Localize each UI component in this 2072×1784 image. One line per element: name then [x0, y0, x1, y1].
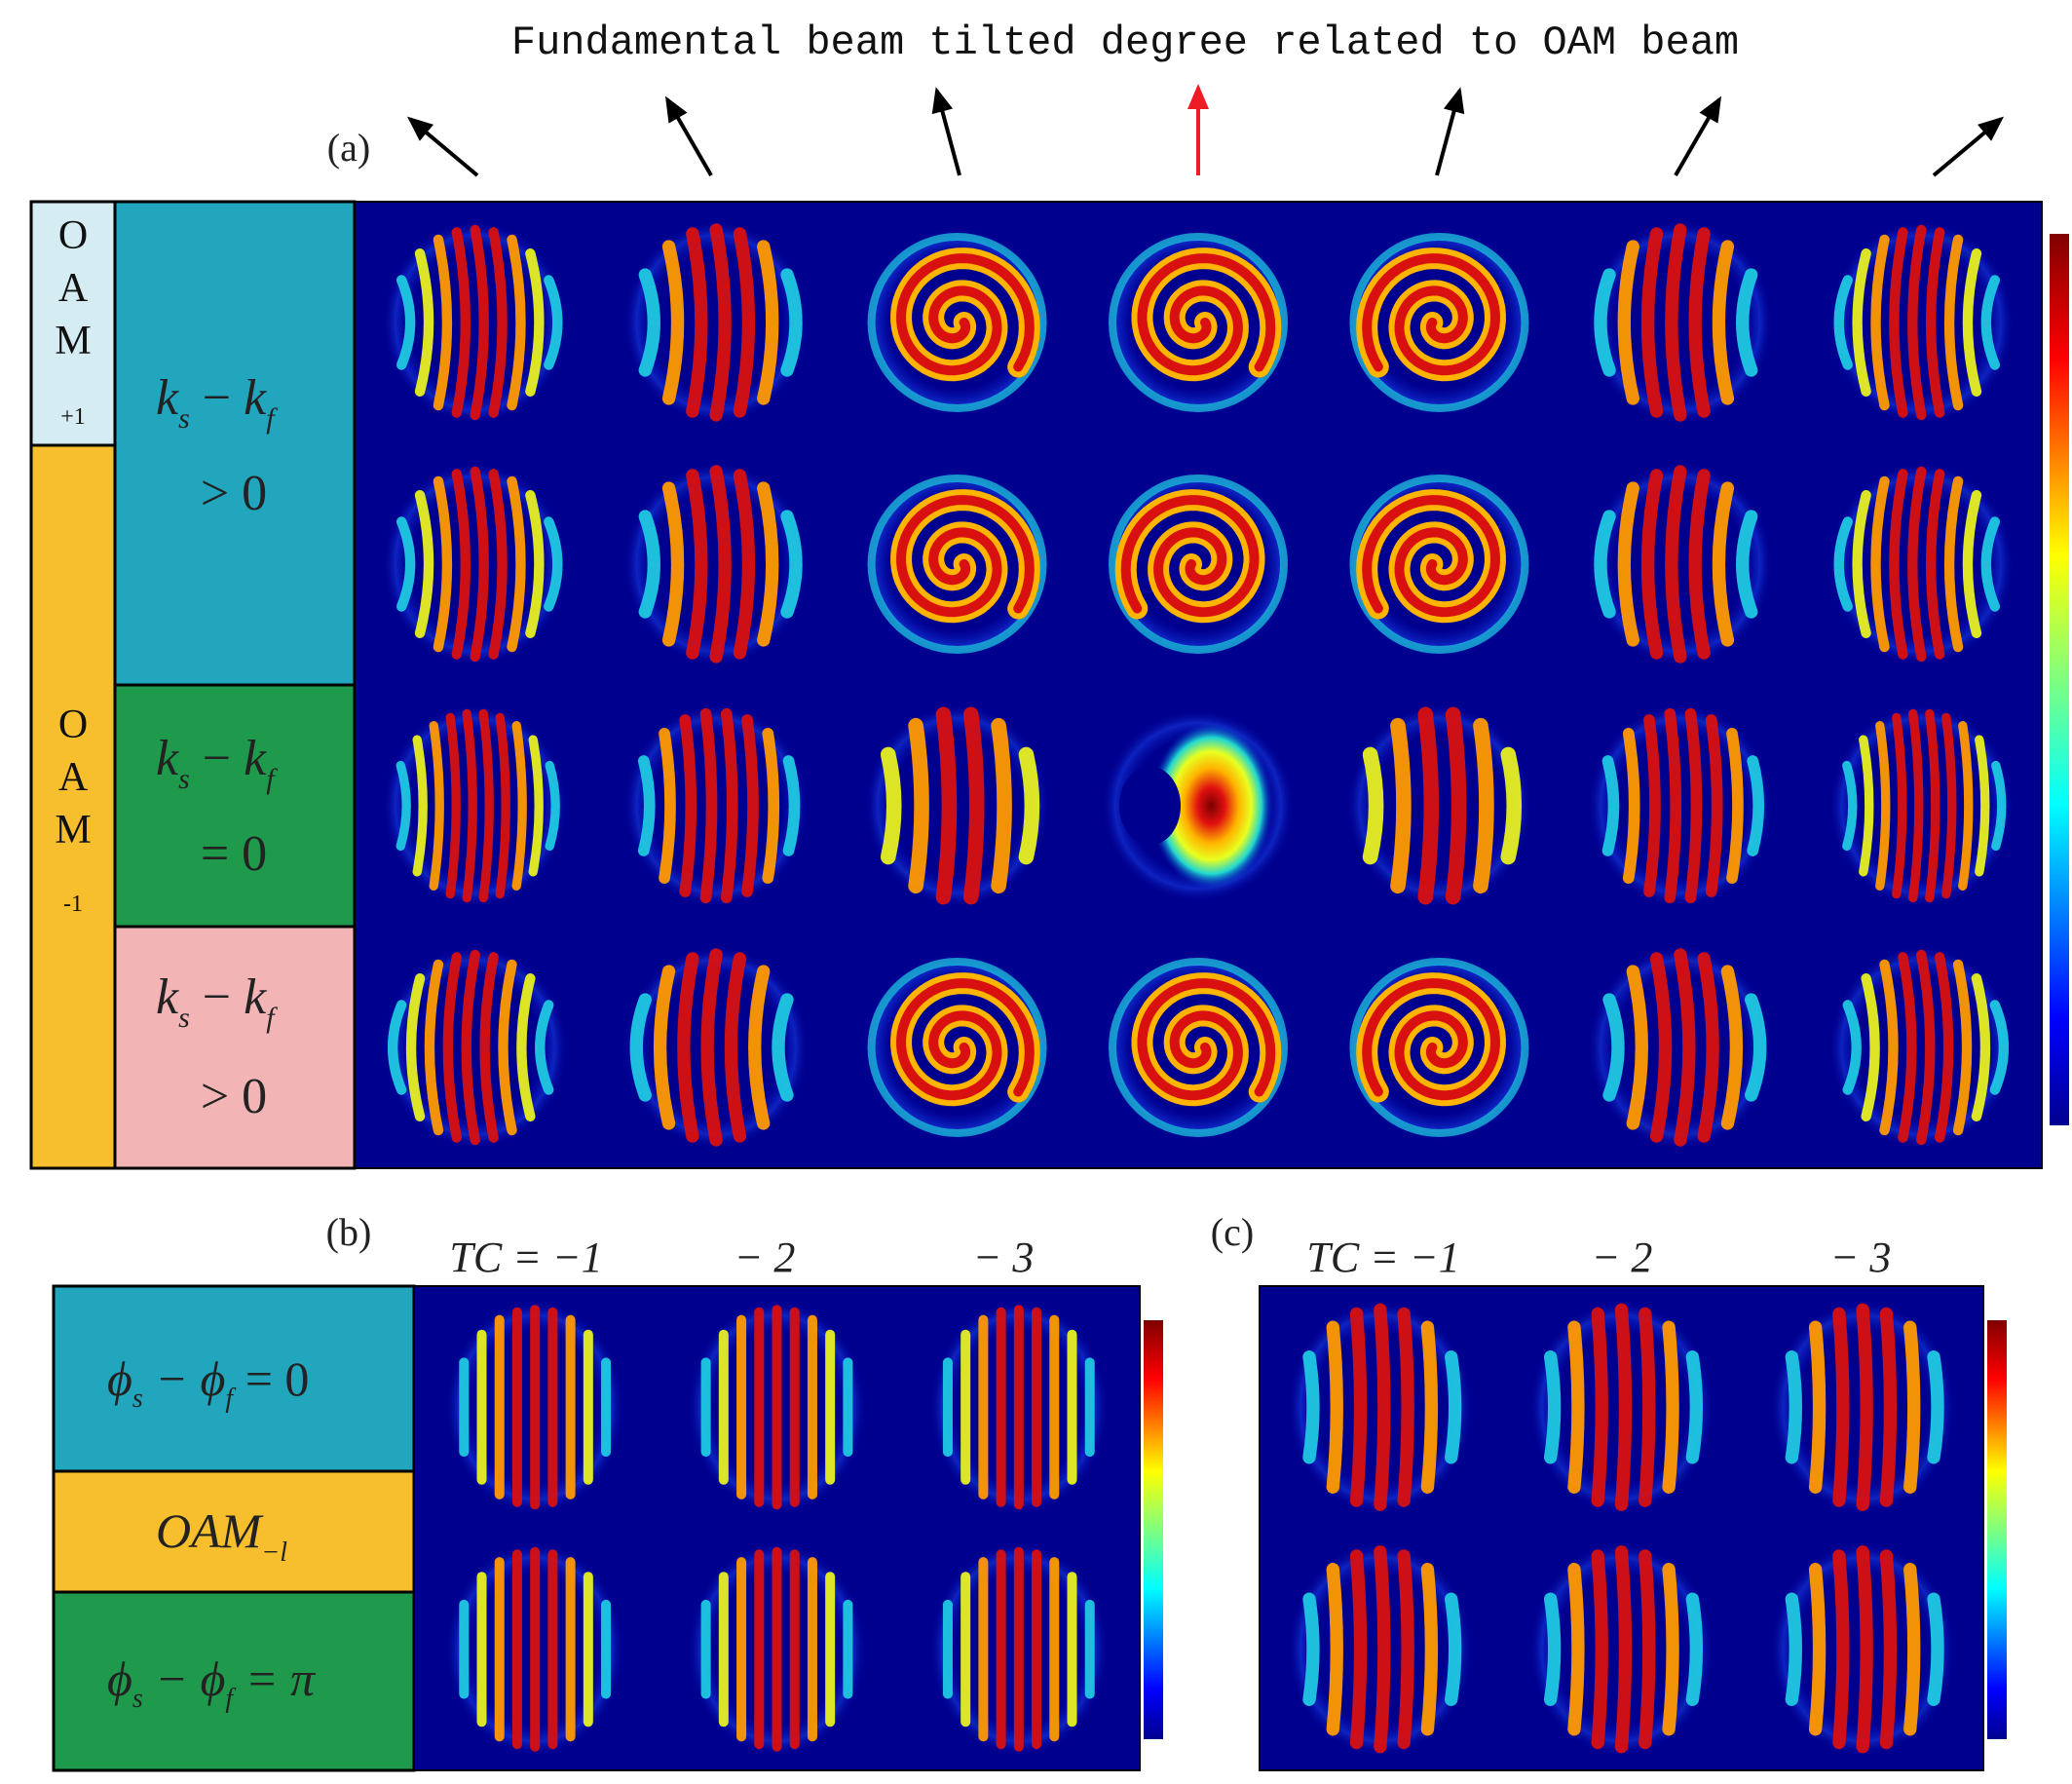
panel-b-row-labels: ϕs − ϕf = 0 OAM−l ϕs − ϕf = π	[107, 1351, 317, 1714]
svg-text:− 2: − 2	[735, 1234, 796, 1281]
row-pink-box	[113, 925, 357, 1170]
svg-text:TC = −1: TC = −1	[1306, 1234, 1459, 1281]
panel-b-colorbar	[1144, 1320, 1163, 1739]
svg-text:+1: +1	[60, 404, 86, 430]
svg-text:A: A	[58, 266, 89, 311]
phase-pi-label: ϕs − ϕf = π	[107, 1651, 317, 1714]
beam-pattern	[1104, 953, 1293, 1142]
beam-pattern	[1287, 1541, 1474, 1757]
svg-text:ks − kf: ks − kf	[156, 370, 278, 435]
beam-pattern	[1769, 1541, 1956, 1757]
beam-pattern	[622, 462, 810, 666]
svg-text:> 0: > 0	[201, 466, 267, 521]
beam-pattern	[1287, 1300, 1474, 1515]
beam-pattern	[687, 1300, 867, 1515]
phase-zero-label: ϕs − ϕf = 0	[107, 1351, 309, 1414]
svg-text:A: A	[58, 755, 89, 800]
panel-a-colorbar	[2050, 234, 2069, 1125]
panel-c-column-headers: TC = −1 − 2 − 3	[1306, 1234, 1891, 1281]
oam-minus-l-label: OAM−l	[156, 1503, 287, 1568]
row-green-box	[113, 683, 357, 929]
panel-b-column-headers: TC = −1 − 2 − 3	[449, 1234, 1034, 1281]
beam-pattern	[445, 1300, 625, 1515]
svg-text:− 2: − 2	[1592, 1234, 1653, 1281]
beam-pattern	[1102, 709, 1295, 902]
tilt-arrow	[931, 87, 961, 176]
beam-pattern	[1587, 703, 1774, 908]
tilt-arrow	[665, 95, 713, 177]
tilt-arrow	[1435, 87, 1465, 176]
beam-pattern	[1346, 703, 1532, 908]
tilt-arrow	[1674, 95, 1721, 177]
panel-b-row-box-2	[52, 1469, 416, 1594]
panel-b-beam-grid	[445, 1300, 1109, 1757]
beam-pattern	[382, 462, 568, 666]
beam-pattern	[1344, 470, 1534, 659]
beam-pattern	[1344, 228, 1534, 417]
panel-a-label: (a)	[327, 126, 370, 170]
beam-pattern	[622, 945, 810, 1150]
beam-pattern	[1528, 1541, 1714, 1757]
beam-pattern	[1528, 1300, 1714, 1515]
beam-pattern	[1828, 220, 2015, 425]
beam-pattern	[1587, 220, 1774, 425]
svg-text:O: O	[58, 702, 88, 747]
panel-c-label: (c)	[1211, 1210, 1254, 1254]
beam-pattern	[1104, 228, 1293, 417]
svg-text:ks − kf: ks − kf	[156, 969, 278, 1034]
figure-title: Fundamental beam tilted degree related t…	[511, 19, 1739, 66]
beam-pattern	[1769, 1300, 1956, 1515]
beam-pattern	[864, 703, 1050, 908]
svg-text:ks − kf: ks − kf	[156, 731, 278, 795]
beam-pattern	[862, 953, 1052, 1142]
beam-pattern	[687, 1541, 867, 1757]
tilt-arrow	[406, 116, 479, 177]
tilt-arrows	[406, 84, 2005, 177]
panel-a-beam-grid	[382, 220, 2015, 1150]
svg-text:M: M	[55, 808, 91, 853]
panel-c-colorbar	[1987, 1320, 2007, 1739]
beam-pattern	[1828, 945, 2015, 1150]
beam-pattern	[862, 470, 1052, 659]
svg-text:− 3: − 3	[973, 1234, 1035, 1281]
svg-text:TC = −1: TC = −1	[449, 1234, 602, 1281]
row-teal-box	[113, 200, 357, 687]
svg-text:− 3: − 3	[1830, 1234, 1892, 1281]
panel-b-label: (b)	[326, 1210, 372, 1254]
oam-plus-label: O A M +1	[55, 213, 91, 430]
svg-text:-1: -1	[63, 892, 83, 917]
beam-pattern	[622, 703, 810, 908]
oam-minus-box	[29, 443, 117, 1170]
svg-text:= 0: = 0	[201, 826, 267, 882]
beam-pattern	[1344, 953, 1534, 1142]
beam-pattern	[382, 945, 568, 1150]
panel-c-beam-grid	[1287, 1300, 1956, 1757]
svg-text:O: O	[58, 213, 88, 258]
beam-pattern	[382, 220, 568, 425]
beam-pattern	[445, 1541, 625, 1757]
row-label-3: ks − kf > 0	[156, 969, 278, 1124]
tilt-arrow	[1187, 84, 1209, 175]
beam-pattern	[862, 228, 1052, 417]
oam-minus-label: O A M -1	[55, 702, 91, 917]
svg-text:> 0: > 0	[201, 1069, 267, 1124]
beam-pattern	[622, 220, 810, 425]
beam-pattern	[928, 1300, 1109, 1515]
beam-pattern	[382, 703, 568, 908]
tilt-arrow	[1932, 116, 2005, 177]
svg-text:M: M	[55, 319, 91, 363]
panel-a-labels: O A M +1 O A M -1 ks − kf > 0 ks − kf = …	[29, 200, 357, 1170]
panel-b-row-box-3	[52, 1590, 416, 1772]
beam-pattern	[1104, 470, 1293, 659]
beam-pattern	[1587, 945, 1774, 1150]
beam-pattern	[1828, 462, 2015, 666]
beam-pattern	[1587, 462, 1774, 666]
beam-pattern	[1828, 703, 2015, 908]
beam-pattern	[928, 1541, 1109, 1757]
